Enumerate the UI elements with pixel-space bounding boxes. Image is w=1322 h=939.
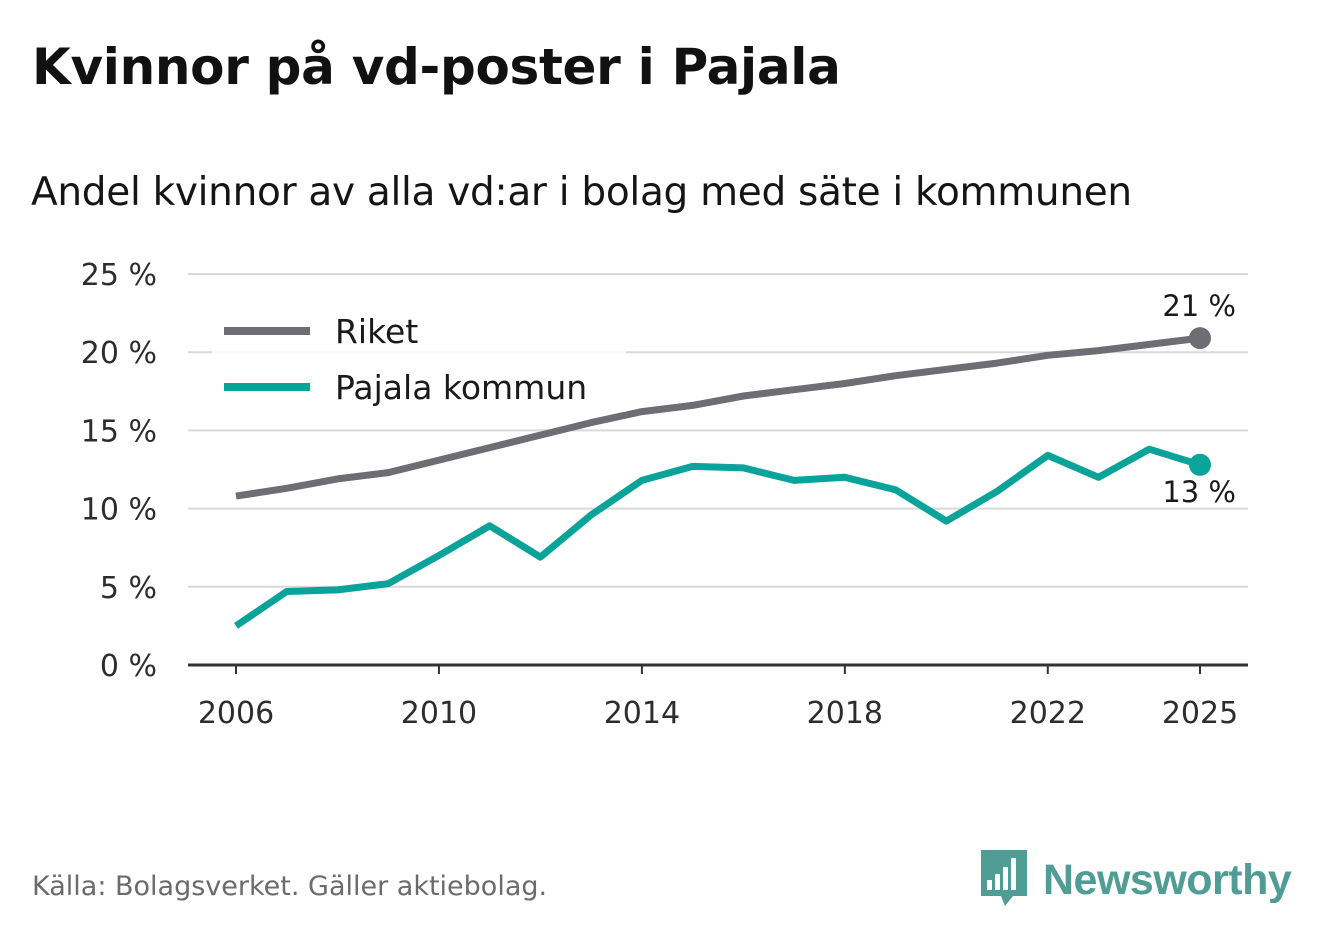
end-dot-pajala bbox=[1189, 453, 1211, 476]
y-tick-label-20: 20 % bbox=[81, 336, 157, 371]
legend-background bbox=[212, 304, 626, 412]
brand-logo[interactable]: Newsworthy bbox=[981, 850, 1292, 910]
end-label-pajala: 13 % bbox=[1162, 475, 1236, 509]
y-tick-label-0: 0 % bbox=[100, 649, 157, 684]
chart-title: Kvinnor på vd-poster i Pajala bbox=[32, 38, 841, 96]
series-line-pajala bbox=[234, 445, 1202, 629]
legend-label-riket: Riket bbox=[335, 312, 418, 351]
source-note: Källa: Bolagsverket. Gäller aktiebolag. bbox=[32, 871, 548, 902]
y-axis-ticks: 0 % 5 % 10 % 15 % 20 % 25 % bbox=[81, 258, 157, 684]
x-tick-label-2025: 2025 bbox=[1162, 696, 1238, 731]
legend: Riket Pajala kommun bbox=[212, 304, 626, 412]
y-tick-label-5: 5 % bbox=[100, 571, 157, 606]
x-axis: 2006 2010 2014 2018 2022 2025 bbox=[188, 663, 1248, 731]
brand-name: Newsworthy bbox=[1043, 855, 1292, 904]
x-tick-label-2018: 2018 bbox=[807, 696, 883, 731]
legend-label-pajala: Pajala kommun bbox=[335, 368, 587, 407]
x-tick-label-2006: 2006 bbox=[198, 696, 274, 731]
y-tick-label-10: 10 % bbox=[81, 493, 157, 528]
series-line-riket bbox=[235, 334, 1201, 500]
x-tick-label-2014: 2014 bbox=[604, 696, 680, 731]
end-dot-riket bbox=[1189, 327, 1211, 350]
x-tick-label-2022: 2022 bbox=[1010, 696, 1086, 731]
series-lines bbox=[234, 334, 1202, 629]
end-label-riket: 21 % bbox=[1162, 289, 1236, 323]
x-tick-label-2010: 2010 bbox=[401, 696, 477, 731]
y-tick-label-15: 15 % bbox=[81, 414, 157, 449]
chart-subtitle: Andel kvinnor av alla vd:ar i bolag med … bbox=[31, 170, 1132, 215]
bar-chart-speech-bubble-icon bbox=[981, 850, 1027, 906]
y-tick-label-25: 25 % bbox=[81, 258, 157, 293]
end-labels: 21 % 13 % bbox=[1159, 286, 1239, 512]
